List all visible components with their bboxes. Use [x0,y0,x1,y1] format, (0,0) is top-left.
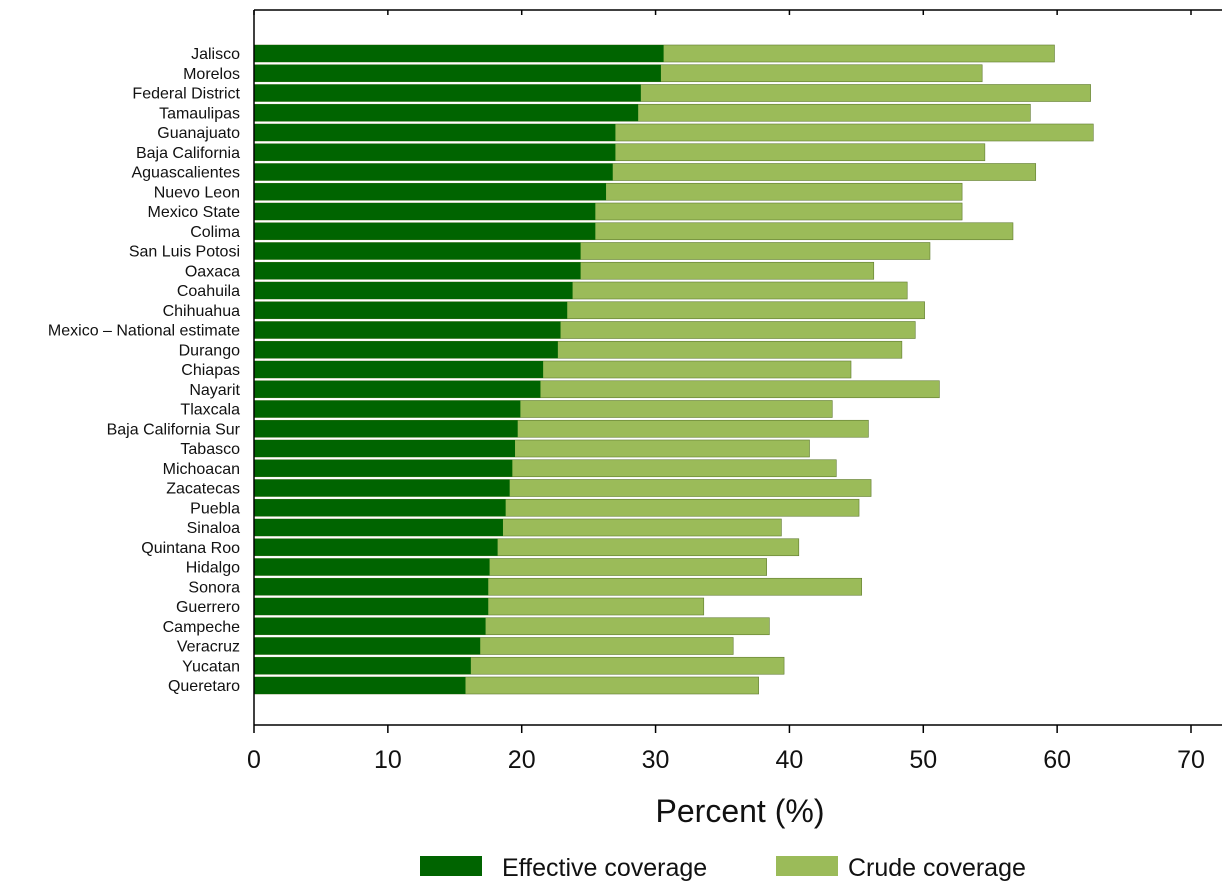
effective-coverage-bar [254,598,489,615]
category-label: Coahuila [177,283,240,300]
effective-coverage-bar [254,242,581,260]
effective-coverage-bar [254,538,498,556]
category-label: Veracruz [177,639,240,656]
category-label: Aguascalientes [131,165,240,182]
effective-coverage-bar [254,459,513,477]
category-label: Hidalgo [186,560,240,577]
effective-coverage-bar [254,637,481,655]
legend-label: Crude coverage [848,854,1026,881]
effective-coverage-bar [254,104,639,122]
category-label: Tabasco [180,441,240,458]
category-label: Guanajuato [157,125,240,142]
x-tick-label: 10 [374,746,402,774]
category-label: Oaxaca [185,263,240,280]
legend-swatch [420,856,482,876]
category-label: Campeche [163,619,240,636]
effective-coverage-bar [254,519,503,536]
effective-coverage-bar [254,183,607,201]
category-label: Colima [190,224,240,241]
category-label: Puebla [190,500,240,517]
effective-coverage-bar [254,558,490,576]
effective-coverage-bar [254,361,544,378]
category-label: Guerrero [176,599,240,616]
effective-coverage-bars [254,45,664,694]
effective-coverage-bar [254,282,573,299]
category-labels: Jalisco Morelos Federal District Tamaulipas… [48,46,241,695]
category-label: Nayarit [189,382,240,399]
effective-coverage-bar [254,420,518,438]
legend-swatch [776,856,838,876]
effective-coverage-bar [254,380,541,398]
effective-coverage-bar [254,617,486,635]
x-tick-label: 70 [1177,746,1205,774]
category-label: Chihuahua [163,303,241,320]
category-label: Sonora [188,579,240,596]
x-tick-label: 20 [508,746,536,774]
category-label: Quintana Roo [141,540,240,557]
effective-coverage-bar [254,203,596,220]
effective-coverage-bar [254,262,581,280]
x-axis-title: Percent (%) [656,793,825,829]
category-label: Baja California Sur [107,421,241,438]
effective-coverage-bar [254,124,616,141]
effective-coverage-bar [254,578,489,596]
effective-coverage-bar [254,163,613,181]
category-label: Tlaxcala [180,402,240,419]
effective-coverage-bar [254,143,616,161]
category-label: Nuevo Leon [154,184,240,201]
category-label: Mexico State [148,204,241,221]
x-tick-label: 0 [247,746,261,774]
x-tick-label: 60 [1043,746,1071,774]
category-label: Jalisco [191,46,240,63]
effective-coverage-bar [254,479,510,497]
effective-coverage-bar [254,677,466,694]
effective-coverage-bar [254,45,664,62]
category-label: Tamaulipas [159,105,240,122]
category-label: Yucatan [182,658,240,675]
category-label: Federal District [132,86,240,103]
x-tick-label: 50 [909,746,937,774]
category-label: San Luis Potosi [129,244,240,261]
x-axis-ticks: 0 10 20 30 40 50 60 70 [247,10,1205,774]
category-label: Baja California [136,145,240,162]
x-tick-label: 30 [642,746,670,774]
effective-coverage-bar [254,222,596,240]
effective-coverage-bar [254,84,641,102]
category-label: Zacatecas [166,481,240,498]
legend: Effective coverage Crude coverage [420,854,1026,881]
effective-coverage-bar [254,64,661,82]
effective-coverage-bar [254,499,506,517]
effective-coverage-bar [254,301,568,319]
legend-label: Effective coverage [502,854,707,881]
effective-coverage-bar [254,341,558,359]
effective-coverage-bar [254,440,516,457]
x-tick-label: 40 [776,746,804,774]
category-label: Michoacan [163,461,240,478]
category-label: Queretaro [168,678,240,695]
effective-coverage-bar [254,400,521,418]
category-label: Morelos [183,66,240,83]
category-label: Chiapas [181,362,240,379]
effective-coverage-bar [254,657,471,675]
category-label: Mexico – National estimate [48,323,240,340]
category-label: Sinaloa [187,520,240,537]
effective-coverage-bar [254,321,561,339]
category-label: Durango [179,342,240,359]
axes [253,9,1222,726]
